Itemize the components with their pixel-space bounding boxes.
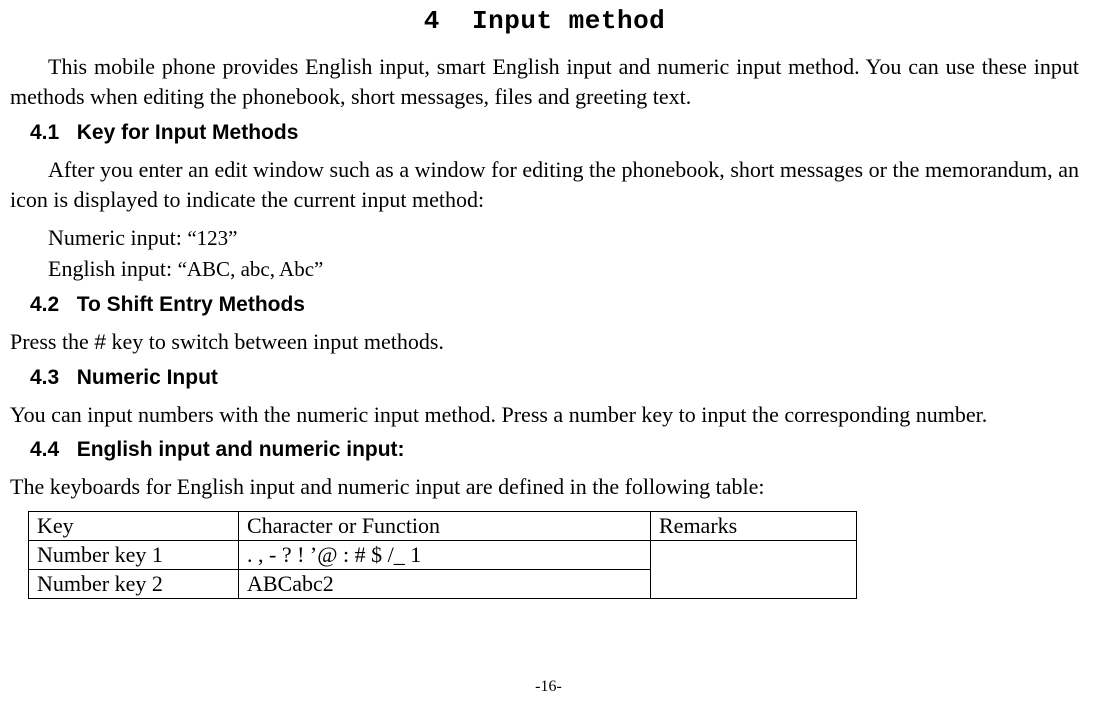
section-number: 4.1 (30, 121, 59, 144)
section-4-2-heading: 4.2 To Shift Entry Methods (10, 293, 1079, 317)
english-input-label: English input: (48, 256, 178, 281)
table-header-key: Key (29, 511, 239, 540)
cell-key: Number key 2 (29, 569, 239, 598)
numeric-input-line: Numeric input: “123” (48, 223, 1079, 254)
section-4-4-para: The keyboards for English input and nume… (10, 472, 1079, 502)
section-title: To Shift Entry Methods (77, 293, 305, 316)
section-4-1-heading: 4.1 Key for Input Methods (10, 121, 1079, 145)
section-title: English input and numeric input: (77, 438, 405, 461)
intro-paragraph: This mobile phone provides English input… (10, 52, 1079, 113)
cell-char: ABCabc2 (239, 569, 651, 598)
section-4-3-para: You can input numbers with the numeric i… (10, 400, 1079, 430)
para-pre: Press the (10, 329, 94, 354)
chapter-number: 4 (424, 6, 440, 36)
section-number: 4.4 (30, 438, 59, 461)
table-header-row: Key Character or Function Remarks (29, 511, 857, 540)
chapter-title: 4 Input method (10, 6, 1079, 36)
section-4-3-heading: 4.3 Numeric Input (10, 366, 1079, 390)
numeric-input-value: “123” (187, 226, 237, 250)
chapter-title-text: Input method (472, 6, 665, 36)
hash-key: # (94, 331, 106, 354)
section-title: Key for Input Methods (77, 121, 299, 144)
table-header-char: Character or Function (239, 511, 651, 540)
table-header-remarks: Remarks (651, 511, 857, 540)
input-indicator-list: Numeric input: “123” English input: “ABC… (10, 223, 1079, 285)
section-4-1-para: After you enter an edit window such as a… (10, 155, 1079, 216)
cell-char: . , - ? ! ’@ : # $ /_ 1 (239, 540, 651, 569)
cell-remarks (651, 540, 857, 598)
section-title: Numeric Input (77, 366, 218, 389)
table-row: Number key 1 . , - ? ! ’@ : # $ /_ 1 (29, 540, 857, 569)
para-post: key to switch between input methods. (106, 329, 444, 354)
section-4-2-para: Press the # key to switch between input … (10, 327, 1079, 358)
section-number: 4.3 (30, 366, 59, 389)
english-input-line: English input: “ABC, abc, Abc” (48, 254, 1079, 285)
cell-key: Number key 1 (29, 540, 239, 569)
section-number: 4.2 (30, 293, 59, 316)
keyboard-table: Key Character or Function Remarks Number… (28, 511, 857, 599)
section-4-4-heading: 4.4 English input and numeric input: (10, 438, 1079, 462)
numeric-input-label: Numeric input: (48, 225, 187, 250)
page-number: -16- (0, 678, 1097, 696)
english-input-value: “ABC, abc, Abc” (178, 257, 324, 281)
